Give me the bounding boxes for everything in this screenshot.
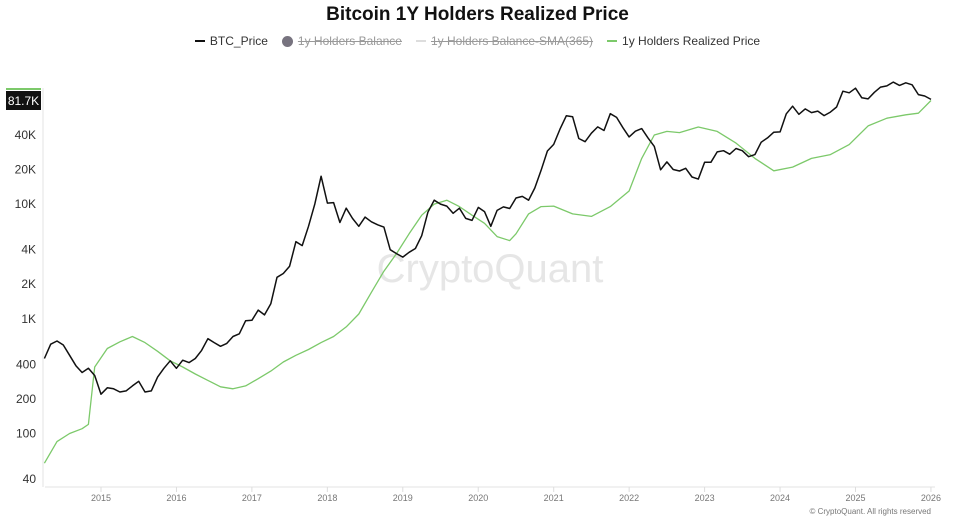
watermark: CryptoQuant: [377, 247, 604, 291]
x-tick-label: 2016: [166, 493, 186, 503]
x-tick-label: 2017: [242, 493, 262, 503]
circle-swatch-icon: [281, 35, 293, 47]
line-swatch-icon: [194, 40, 205, 42]
legend: BTC_Price 1y Holders Balance 1y Holders …: [0, 34, 955, 48]
current-value-badge: 81.7K: [6, 88, 41, 110]
legend-label: BTC_Price: [209, 34, 268, 48]
y-tick-label: 40: [23, 472, 37, 486]
y-tick-label: 1K: [21, 312, 36, 326]
legend-item-btc-price[interactable]: BTC_Price: [194, 34, 268, 48]
x-tick-label: 2018: [317, 493, 337, 503]
current-value-label: 81.7K: [8, 94, 39, 108]
y-tick-label: 400: [16, 357, 36, 371]
line-swatch-icon: [415, 40, 426, 42]
badge-bg: [6, 91, 41, 110]
y-tick-label: 10K: [15, 197, 36, 211]
y-tick-label: 20K: [15, 163, 36, 177]
legend-label: 1y Holders Balance-SMA(365): [430, 34, 594, 48]
legend-item-holders-balance[interactable]: 1y Holders Balance: [281, 34, 402, 48]
x-tick-label: 2024: [770, 493, 790, 503]
legend-item-holders-balance-sma[interactable]: 1y Holders Balance-SMA(365): [415, 34, 594, 48]
legend-label: 1y Holders Balance: [297, 34, 402, 48]
legend-label: 1y Holders Realized Price: [622, 34, 761, 48]
legend-item-realized-price[interactable]: 1y Holders Realized Price: [607, 34, 760, 48]
line-swatch-icon: [607, 40, 618, 42]
x-tick-label: 2019: [393, 493, 413, 503]
x-tick-label: 2023: [695, 493, 715, 503]
x-tick-label: 2022: [619, 493, 639, 503]
copyright: © CryptoQuant. All rights reserved: [809, 507, 932, 516]
x-tick-label: 2025: [845, 493, 865, 503]
btc-price-line: [43, 81, 932, 395]
x-tick-label: 2026: [921, 493, 941, 503]
y-tick-label: 4K: [21, 243, 36, 257]
x-tick-label: 2020: [468, 493, 488, 503]
y-tick-label: 200: [16, 392, 36, 406]
realized-price-line: [43, 100, 932, 464]
chart-title: Bitcoin 1Y Holders Realized Price: [326, 4, 629, 25]
y-tick-label: 2K: [21, 277, 36, 291]
y-tick-label: 40K: [15, 128, 36, 142]
y-tick-label: 100: [16, 426, 36, 440]
x-tick-label: 2021: [544, 493, 564, 503]
x-tick-label: 2015: [91, 493, 111, 503]
